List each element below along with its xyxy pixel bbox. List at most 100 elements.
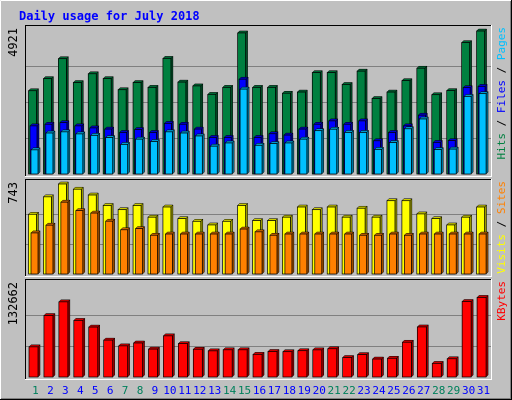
day-label-20: 20 — [313, 384, 326, 397]
bar-kbytes-4 — [73, 320, 84, 378]
bar-sites-3 — [60, 201, 69, 275]
bar-sites-24 — [374, 234, 382, 275]
chart-title: Daily usage for July 2018 — [19, 9, 200, 23]
bar-sites-22 — [344, 233, 352, 275]
bar-sites-15 — [239, 228, 248, 275]
bar-pages-21 — [329, 128, 338, 175]
bar-sites-9 — [150, 234, 158, 275]
day-label-28: 28 — [432, 384, 445, 397]
bar-pages-24 — [374, 149, 382, 175]
bar-sites-23 — [359, 234, 367, 275]
day-label-21: 21 — [328, 384, 341, 397]
bar-pages-16 — [254, 144, 263, 175]
bar-sites-27 — [418, 233, 427, 275]
bar-kbytes-20 — [312, 349, 323, 378]
bar-kbytes-12 — [192, 348, 203, 378]
bar-sites-10 — [165, 233, 173, 275]
bar-kbytes-18 — [282, 351, 293, 378]
bar-pages-5 — [90, 135, 99, 175]
day-label-12: 12 — [193, 384, 206, 397]
day-label-3: 3 — [62, 384, 69, 397]
bar-kbytes-1 — [28, 346, 39, 378]
panel-top: 4921 Hits / Files / Pages — [6, 25, 508, 177]
bar-kbytes-29 — [446, 358, 457, 378]
day-label-14: 14 — [223, 384, 237, 397]
day-label-27: 27 — [417, 384, 430, 397]
bar-kbytes-10 — [163, 335, 173, 378]
bar-kbytes-22 — [342, 357, 352, 378]
bar-pages-7 — [120, 144, 128, 175]
day-labels: 1 2 3 4 5 6 7 8 9 10 11 12 13 14 15 16 17 18 19 20 21 22 23 24 2… — [32, 384, 490, 397]
bar-sites-25 — [389, 233, 397, 275]
bar-kbytes-14 — [222, 349, 233, 378]
day-label-31: 31 — [477, 384, 490, 397]
bar-sites-30 — [463, 233, 472, 275]
bar-pages-22 — [344, 132, 352, 175]
bar-pages-1 — [30, 149, 39, 175]
legend-separator: / — [495, 214, 508, 234]
bar-pages-23 — [359, 132, 367, 175]
bar-kbytes-11 — [178, 343, 188, 378]
bar-sites-20 — [314, 233, 323, 275]
day-label-7: 7 — [122, 384, 129, 397]
bar-kbytes-30 — [461, 301, 472, 378]
legend-entry-visits: Visits — [495, 234, 508, 274]
bar-sites-13 — [209, 233, 218, 275]
bar-sites-26 — [404, 234, 412, 275]
bar-kbytes-7 — [118, 345, 128, 378]
bar-pages-4 — [75, 133, 84, 175]
bar-pages-8 — [135, 138, 143, 175]
day-label-19: 19 — [298, 384, 311, 397]
bar-pages-14 — [224, 142, 233, 175]
bar-pages-3 — [60, 131, 69, 175]
legend-bottom: KBytes — [495, 281, 508, 321]
bar-pages-31 — [478, 93, 487, 175]
bar-kbytes-3 — [58, 301, 69, 378]
day-label-13: 13 — [208, 384, 221, 397]
bar-kbytes-27 — [416, 326, 427, 378]
legend-entry-sites: Sites — [495, 181, 508, 214]
bar-pages-30 — [463, 96, 472, 175]
bar-sites-12 — [194, 233, 203, 275]
bar-kbytes-26 — [402, 341, 412, 378]
day-label-26: 26 — [402, 384, 415, 397]
bar-kbytes-17 — [267, 351, 278, 378]
day-label-18: 18 — [283, 384, 296, 397]
bar-kbytes-31 — [476, 297, 487, 378]
legend-entry-kbytes: KBytes — [495, 281, 508, 321]
bar-kbytes-6 — [103, 339, 114, 378]
bar-sites-16 — [254, 231, 263, 275]
bar-pages-20 — [314, 130, 323, 175]
day-label-11: 11 — [178, 384, 191, 397]
day-label-10: 10 — [163, 384, 176, 397]
day-label-17: 17 — [268, 384, 281, 397]
panel-middle: 743 Visits / Sites — [6, 179, 508, 277]
chart-panels: 4921 Hits / Files / Pages 743 Visits / Site… — [6, 25, 508, 380]
bar-pages-29 — [448, 148, 457, 175]
bar-sites-1 — [30, 232, 39, 275]
bar-pages-9 — [150, 141, 158, 175]
legend-entry-pages: Pages — [495, 27, 508, 60]
bar-kbytes-16 — [252, 354, 263, 378]
bar-kbytes-5 — [88, 326, 99, 378]
bar-kbytes-9 — [148, 348, 158, 378]
day-label-29: 29 — [447, 384, 460, 397]
day-label-1: 1 — [32, 384, 39, 397]
bar-pages-18 — [284, 142, 293, 175]
day-label-22: 22 — [342, 384, 355, 397]
legend-separator: / — [495, 60, 508, 80]
legend-entry-hits: Hits — [495, 133, 508, 160]
bar-pages-28 — [433, 149, 442, 175]
bar-sites-4 — [75, 210, 84, 275]
bar-sites-5 — [90, 212, 99, 275]
bar-pages-2 — [45, 132, 54, 175]
y-max-label-middle: 743 — [6, 182, 20, 204]
bar-pages-6 — [105, 137, 114, 175]
bar-sites-21 — [329, 233, 338, 275]
day-label-15: 15 — [238, 384, 251, 397]
bar-sites-7 — [120, 229, 128, 275]
bar-pages-19 — [299, 138, 308, 175]
bar-sites-2 — [45, 224, 54, 275]
day-label-16: 16 — [253, 384, 266, 397]
